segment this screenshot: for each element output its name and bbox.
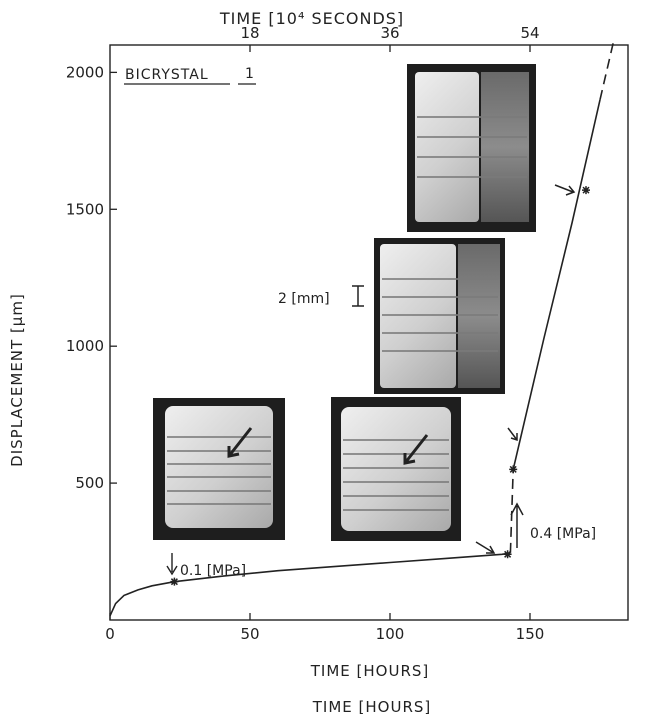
micrograph-4 [407, 64, 536, 232]
plot-frame [109, 44, 629, 621]
series-layer [109, 39, 615, 617]
y-tick-label: 2000 [66, 63, 104, 81]
pointer-arrow-b [507, 427, 518, 442]
y-axis-label: DISPLACEMENT [µm] [8, 293, 26, 467]
stress-arrow-2 [510, 502, 524, 548]
data-point-marker [509, 465, 518, 474]
crack-arrow-icon [227, 427, 253, 458]
pointer-arrow-a [475, 541, 496, 554]
y-tick-label: 1500 [66, 200, 104, 218]
micrograph-1 [153, 398, 285, 540]
crack-arrow-icon [403, 434, 429, 465]
stress-label-1: 0.1 [MPa] [180, 563, 246, 579]
x2-tick-label: 18 [240, 24, 259, 42]
x-tick-label: 0 [105, 625, 115, 643]
stress-arrow-1 [166, 553, 178, 576]
y-tick-label: 500 [75, 474, 104, 492]
micrograph-3 [374, 238, 505, 394]
axes: 0 50 100 150 500 1000 1500 2000 18 36 54 [66, 24, 629, 643]
data-point-marker [503, 550, 512, 559]
scale-bar-label: 2 [mm] [278, 291, 330, 307]
x-tick-label: 100 [376, 625, 405, 643]
specimen-id: 1 [245, 66, 254, 82]
scale-bar [352, 285, 364, 307]
micrograph-2 [331, 397, 461, 541]
x-axis-label: TIME [HOURS] [310, 662, 430, 680]
data-point-marker [582, 186, 590, 195]
pointer-arrow-c [554, 184, 576, 196]
series-line-1 [509, 469, 514, 553]
marker-layer [170, 186, 590, 586]
x-axis-label-repeat: TIME [HOURS] [312, 698, 432, 716]
stress-label-2: 0.4 [MPa] [530, 526, 596, 542]
series-line-0 [109, 552, 511, 617]
series-line-3 [599, 39, 615, 100]
x2-tick-label: 54 [520, 24, 539, 42]
series-line-2 [512, 99, 601, 470]
y-tick-label: 1000 [66, 337, 104, 355]
x-tick-label: 150 [516, 625, 545, 643]
data-point-marker [170, 577, 179, 586]
x2-tick-label: 36 [380, 24, 399, 42]
x-tick-label: 50 [240, 625, 259, 643]
x2-axis-label: TIME [10⁴ SECONDS] [219, 9, 404, 28]
specimen-label: BICRYSTAL [125, 67, 209, 83]
